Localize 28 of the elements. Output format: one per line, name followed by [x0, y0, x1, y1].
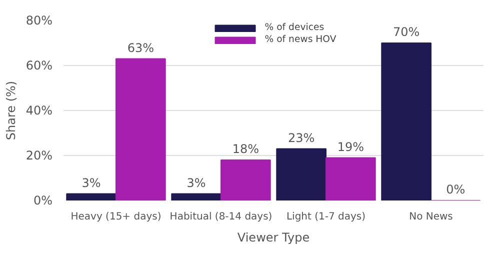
data-label: 3%: [82, 176, 101, 190]
legend-label: % of news HOV: [264, 34, 336, 45]
data-label: 23%: [288, 130, 315, 145]
bar: [381, 42, 432, 200]
x-tick-label: Habitual (8-14 days): [170, 212, 272, 222]
data-label: 70%: [392, 25, 420, 39]
y-tick-label: 40%: [26, 104, 52, 118]
bar: [220, 160, 271, 200]
x-tick-label: No News: [409, 212, 453, 222]
x-tick-label: Light (1-7 days): [286, 212, 366, 222]
data-label: 63%: [127, 40, 154, 55]
data-label: 18%: [232, 142, 260, 156]
y-tick-label: 80%: [26, 14, 52, 28]
bar: [276, 148, 326, 200]
bar: [116, 58, 166, 200]
y-tick-label: 20%: [26, 148, 52, 162]
data-label: 0%: [446, 182, 466, 196]
y-tick-label: 60%: [26, 58, 52, 72]
data-label: 3%: [186, 176, 206, 190]
x-axis-title: Viewer Type: [237, 230, 310, 244]
bar: [171, 193, 222, 200]
data-label: 19%: [337, 140, 364, 154]
legend-label: % of devices: [264, 22, 324, 33]
bar: [66, 193, 116, 200]
x-tick-label: Heavy (15+ days): [70, 212, 162, 222]
y-axis-title: Share (%): [4, 80, 18, 140]
bar: [326, 157, 376, 200]
y-tick-label: 0%: [33, 194, 53, 208]
